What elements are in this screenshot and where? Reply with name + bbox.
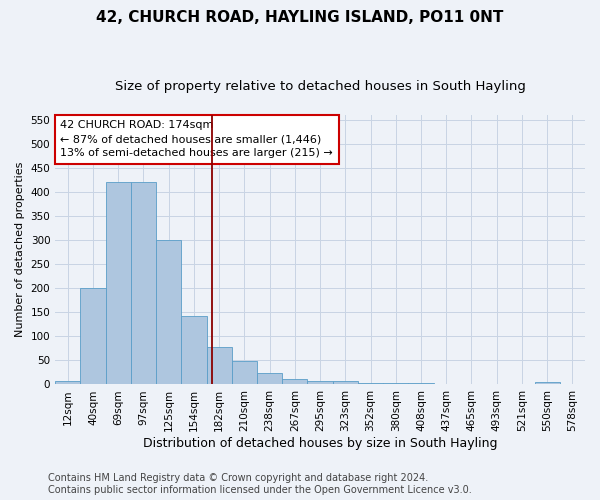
Bar	[232, 362, 257, 384]
Text: 42 CHURCH ROAD: 174sqm
← 87% of detached houses are smaller (1,446)
13% of semi-: 42 CHURCH ROAD: 174sqm ← 87% of detached…	[61, 120, 333, 158]
Bar	[106, 182, 131, 384]
Title: Size of property relative to detached houses in South Hayling: Size of property relative to detached ho…	[115, 80, 526, 93]
Bar	[307, 380, 332, 384]
Bar	[156, 240, 181, 384]
X-axis label: Distribution of detached houses by size in South Hayling: Distribution of detached houses by size …	[143, 437, 497, 450]
Bar	[80, 288, 106, 384]
Text: 42, CHURCH ROAD, HAYLING ISLAND, PO11 0NT: 42, CHURCH ROAD, HAYLING ISLAND, PO11 0N…	[97, 10, 503, 25]
Bar	[181, 316, 206, 384]
Y-axis label: Number of detached properties: Number of detached properties	[15, 162, 25, 338]
Bar	[257, 374, 282, 384]
Bar	[206, 348, 232, 385]
Bar	[535, 382, 560, 384]
Bar	[282, 378, 307, 384]
Bar	[55, 380, 80, 384]
Text: Contains HM Land Registry data © Crown copyright and database right 2024.
Contai: Contains HM Land Registry data © Crown c…	[48, 474, 472, 495]
Bar	[131, 182, 156, 384]
Bar	[332, 381, 358, 384]
